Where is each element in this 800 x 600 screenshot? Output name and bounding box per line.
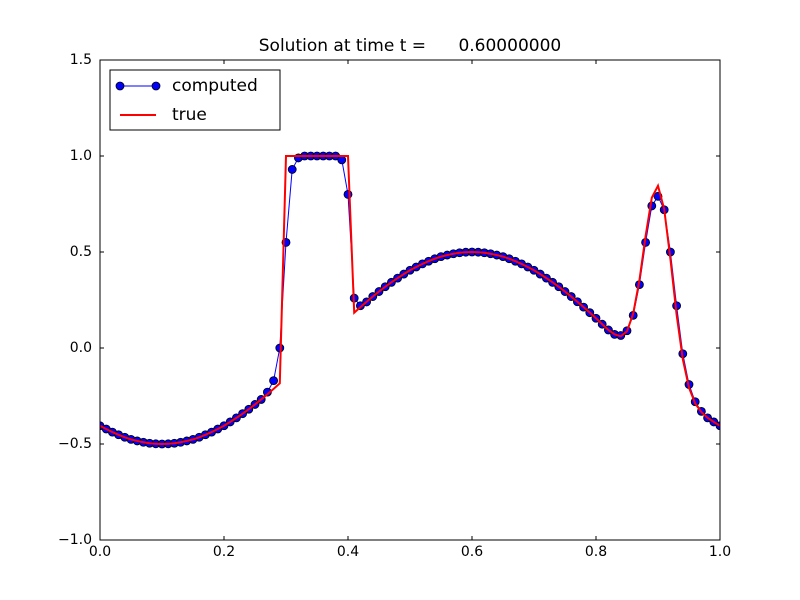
- plot-area: [100, 151, 720, 449]
- y-tick-label: −1.0: [58, 532, 92, 548]
- legend-label: true: [172, 105, 207, 125]
- x-tick-label: 0.2: [213, 544, 235, 560]
- x-tick-label: 1.0: [709, 544, 731, 560]
- y-tick-label: 1.5: [70, 52, 92, 68]
- legend-marker: [151, 81, 161, 91]
- data-point: [343, 189, 353, 199]
- axes-frame: [99, 59, 721, 541]
- x-tick-label: 0.0: [89, 544, 111, 560]
- y-tick-label: 1.0: [70, 148, 92, 164]
- x-tick-label: 0.4: [337, 544, 359, 560]
- y-tick-label: 0.0: [70, 340, 92, 356]
- x-tick-label: 0.6: [461, 544, 483, 560]
- data-point: [262, 387, 272, 397]
- chart-title: Solution at time t = 0.60000000: [259, 36, 561, 56]
- y-tick-label: 0.5: [70, 244, 92, 260]
- y-tick-label: −0.5: [58, 436, 92, 452]
- x-tick-label: 0.8: [585, 544, 607, 560]
- data-point: [287, 165, 297, 174]
- series-line: [100, 155, 720, 446]
- data-point: [269, 376, 279, 386]
- data-point: [337, 155, 347, 165]
- legend-box: [109, 69, 281, 131]
- legend-label: computed: [172, 76, 258, 96]
- legend-marker: [115, 81, 125, 91]
